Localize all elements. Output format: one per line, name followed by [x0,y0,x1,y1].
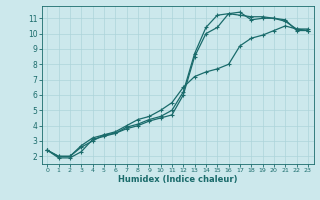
X-axis label: Humidex (Indice chaleur): Humidex (Indice chaleur) [118,175,237,184]
